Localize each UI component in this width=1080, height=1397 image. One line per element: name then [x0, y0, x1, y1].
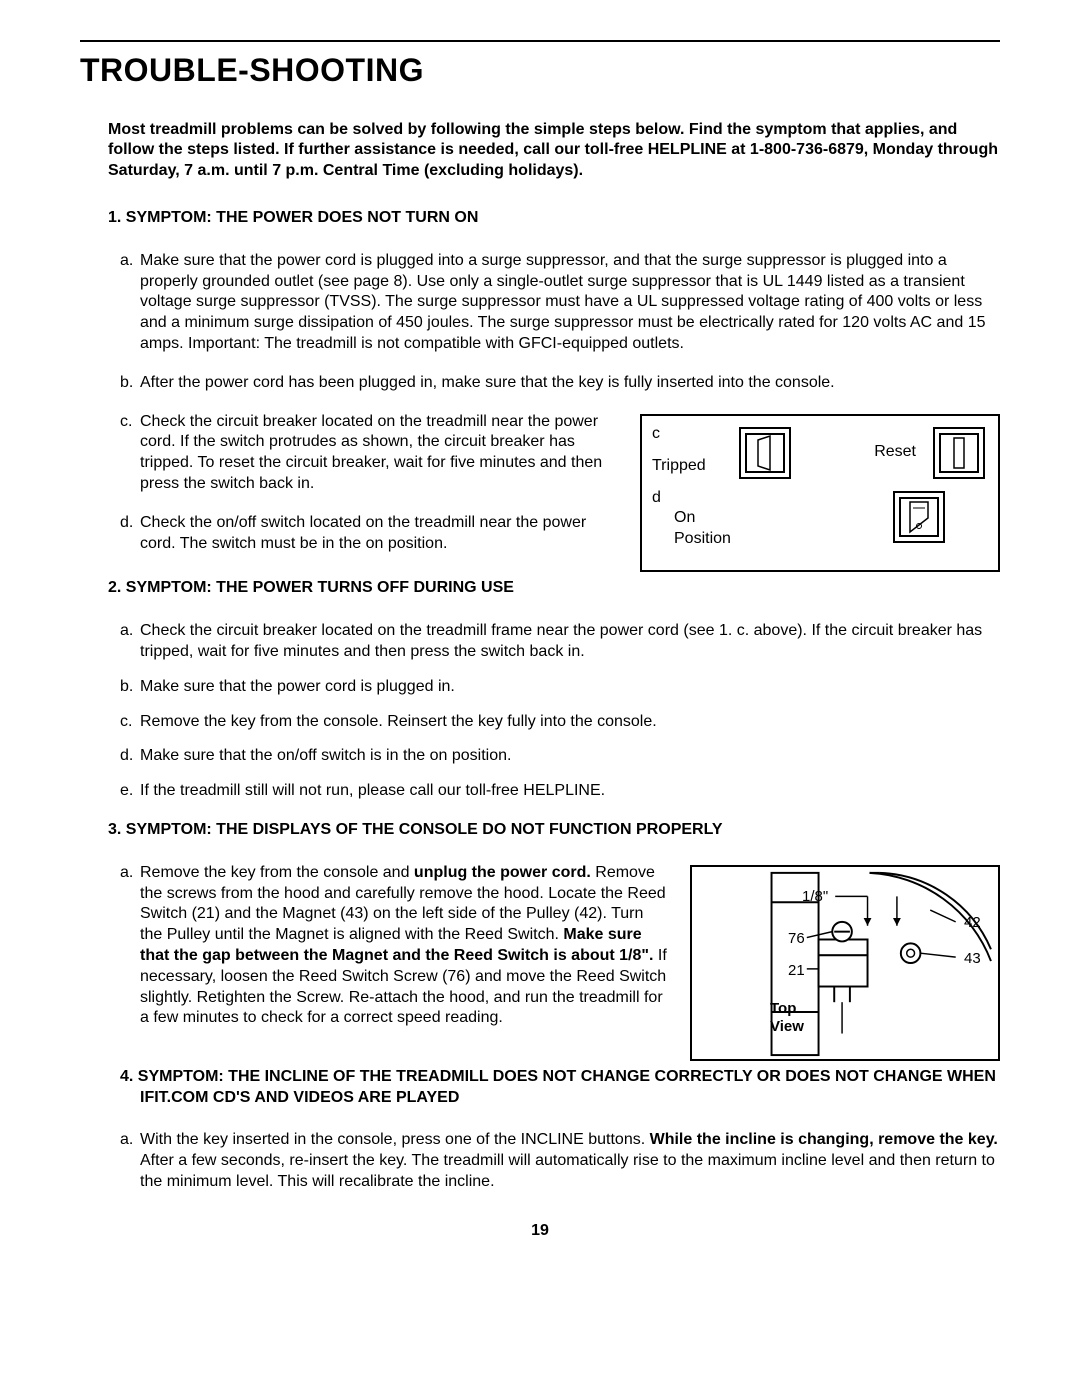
fig3-43-label: 43	[964, 949, 981, 969]
s1-step-a: a.Make sure that the power cord is plugg…	[80, 251, 1000, 355]
step-text: If the treadmill still will not run, ple…	[140, 782, 605, 799]
s2-step-d: d.Make sure that the on/off switch is in…	[80, 746, 1000, 767]
step-text: Make sure that the on/off switch is in t…	[140, 747, 511, 764]
step-text-bold: While the incline is changing, remove th…	[650, 1131, 998, 1148]
s1-step-d: d.Check the on/off switch located on the…	[80, 513, 620, 555]
step-letter: c.	[120, 412, 140, 433]
fig3-top-label: Top	[770, 999, 796, 1019]
s2-step-e: e.If the treadmill still will not run, p…	[80, 781, 1000, 802]
fig-tripped-label: Tripped	[652, 456, 728, 477]
fig-c-label: c	[652, 424, 728, 445]
step-letter: e.	[120, 781, 140, 802]
step-letter: d.	[120, 513, 140, 534]
page-title: TROUBLE-SHOOTING	[80, 50, 1000, 92]
reset-switch-icon	[930, 424, 988, 482]
symptom-3-heading: 3. SYMPTOM: THE DISPLAYS OF THE CONSOLE …	[80, 820, 1000, 841]
s1-step-b: b.After the power cord has been plugged …	[80, 373, 1000, 394]
figure-circuit-breaker: c Tripped Reset d On	[640, 414, 1000, 573]
fig3-view-label: View	[770, 1017, 804, 1037]
fig-reset-label: Reset	[874, 442, 916, 463]
fig3-gap-label: 1/8"	[802, 887, 828, 907]
fig-d-label: d	[652, 488, 728, 509]
reed-switch-diagram-icon	[692, 867, 998, 1059]
symptom-4-heading: 4. SYMPTOM: THE INCLINE OF THE TREADMILL…	[80, 1067, 1000, 1109]
step-letter: a.	[120, 1130, 140, 1151]
intro-paragraph: Most treadmill problems can be solved by…	[80, 120, 1000, 182]
symptom-2-heading: 2. SYMPTOM: THE POWER TURNS OFF DURING U…	[80, 578, 1000, 599]
figure-reed-switch: 1/8" 76 21 42 43 Top View	[690, 865, 1000, 1061]
symptom-1-heading: 1. SYMPTOM: THE POWER DOES NOT TURN ON	[80, 208, 1000, 229]
s2-step-b: b.Make sure that the power cord is plugg…	[80, 677, 1000, 698]
step-letter: b.	[120, 677, 140, 698]
step-text: Make sure that the power cord is plugged…	[140, 252, 985, 352]
step-text-pre: Remove the key from the console and	[140, 864, 414, 881]
step-letter: a.	[120, 621, 140, 642]
step-text: Make sure that the power cord is plugged…	[140, 678, 455, 695]
fig3-42-label: 42	[964, 913, 981, 933]
s2-step-c: c.Remove the key from the console. Reins…	[80, 712, 1000, 733]
step-text-pre: With the key inserted in the console, pr…	[140, 1131, 650, 1148]
tripped-switch-icon	[736, 424, 794, 482]
s1-step-c: c.Check the circuit breaker located on t…	[80, 412, 620, 495]
step-text: Remove the key from the console. Reinser…	[140, 713, 657, 730]
s4-step-a: a.With the key inserted in the console, …	[80, 1130, 1000, 1192]
step-letter: a.	[120, 251, 140, 272]
step-letter: d.	[120, 746, 140, 767]
fig3-21-label: 21	[788, 961, 805, 981]
fig-position-label: Position	[674, 529, 728, 550]
s3-step-a: a.Remove the key from the console and un…	[80, 863, 670, 1029]
s2-step-a: a.Check the circuit breaker located on t…	[80, 621, 1000, 663]
step-text: After the power cord has been plugged in…	[140, 374, 835, 391]
step-letter: b.	[120, 373, 140, 394]
step-text-post: After a few seconds, re-insert the key. …	[140, 1152, 995, 1190]
step-text: Check the on/off switch located on the t…	[140, 514, 586, 552]
step-text: Check the circuit breaker located on the…	[140, 622, 982, 660]
step-letter: c.	[120, 712, 140, 733]
step-text-bold: unplug the power cord.	[414, 864, 591, 881]
top-rule	[80, 40, 1000, 42]
step-text: Check the circuit breaker located on the…	[140, 413, 602, 492]
step-letter: a.	[120, 863, 140, 884]
on-switch-icon	[890, 488, 948, 546]
fig3-76-label: 76	[788, 929, 805, 949]
page-number: 19	[80, 1221, 1000, 1242]
fig-on-label: On	[674, 508, 728, 529]
